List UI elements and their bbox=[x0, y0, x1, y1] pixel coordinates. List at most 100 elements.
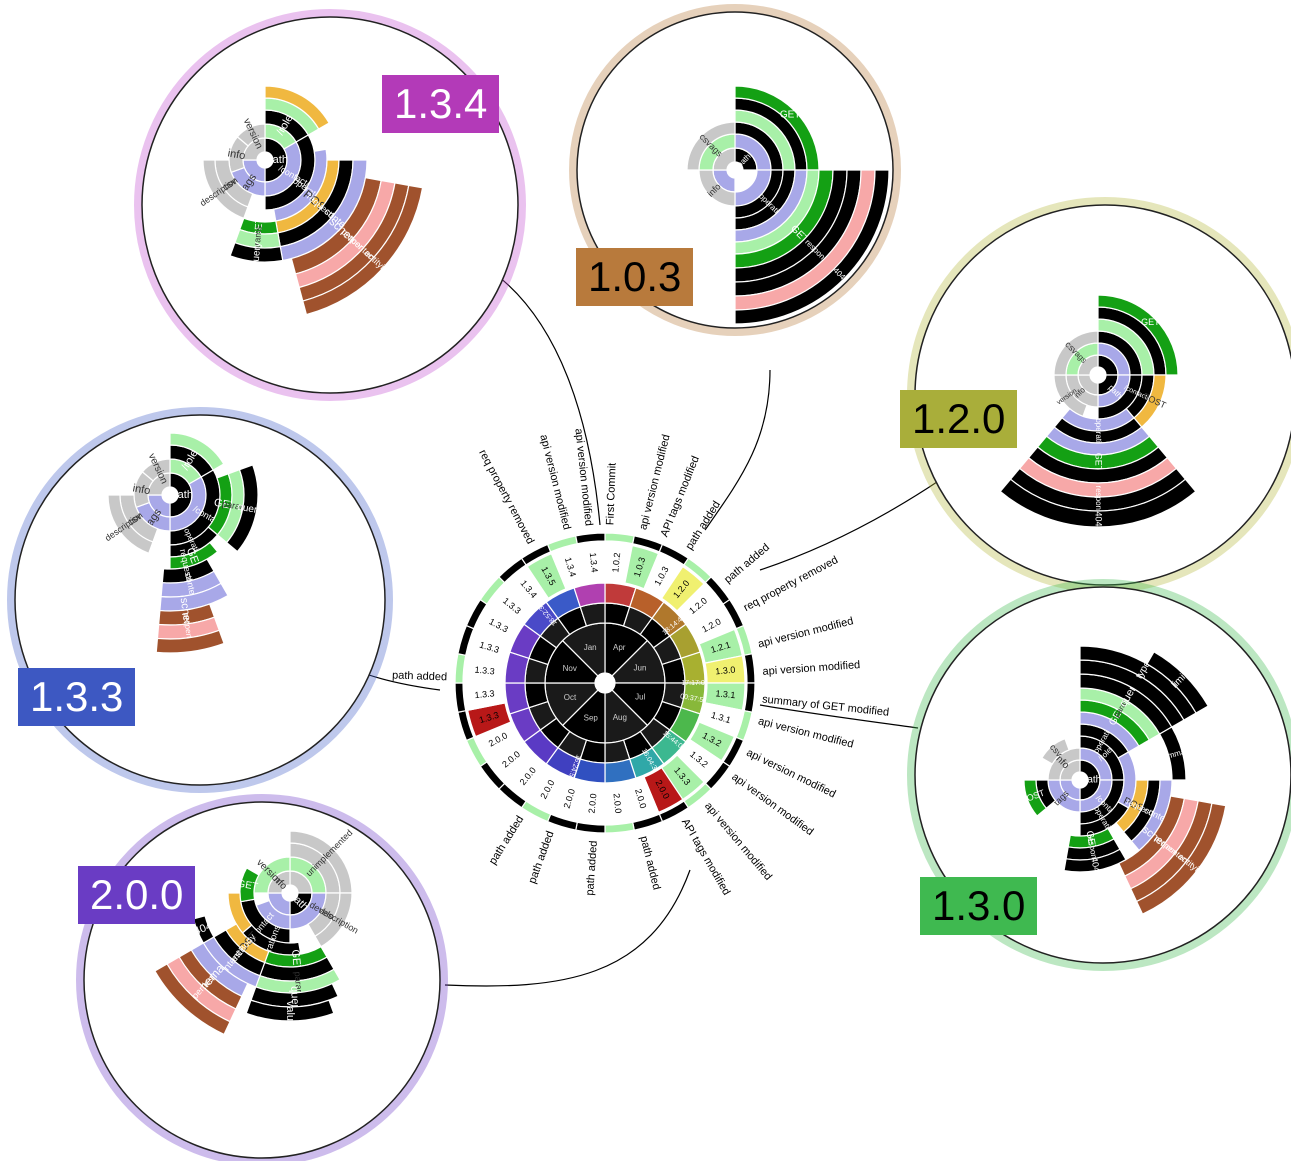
connector-line bbox=[759, 704, 919, 729]
timeline-wheel[interactable]: AprJunJulAugSepOctNovJan18:14:4217:17:00… bbox=[454, 532, 756, 834]
segment-label: query bbox=[250, 242, 263, 268]
segment-label: operations bbox=[1094, 418, 1103, 455]
version-label-1-2-0[interactable]: 1.2.0 bbox=[900, 390, 1018, 448]
event-label: api version modified bbox=[537, 433, 572, 531]
version-label-1-3-0[interactable]: 1.3.0 bbox=[920, 877, 1038, 935]
connector-line bbox=[489, 269, 601, 526]
sunburst-segment[interactable] bbox=[192, 915, 215, 944]
event-label: path added bbox=[637, 835, 662, 891]
sunburst-segment[interactable] bbox=[239, 867, 260, 903]
event-tick[interactable] bbox=[454, 682, 467, 713]
snapshot-glow bbox=[134, 9, 526, 401]
event-label: path added bbox=[392, 669, 447, 683]
sunburst-segment[interactable] bbox=[229, 241, 284, 263]
event-tick[interactable] bbox=[575, 821, 606, 834]
sunburst-2-0-0[interactable]: pathsinfoversiondeveloper/contactGETunim… bbox=[154, 828, 360, 1036]
time-segment[interactable] bbox=[573, 582, 606, 608]
sunburst-segment[interactable] bbox=[264, 85, 330, 130]
event-tick[interactable] bbox=[604, 532, 635, 545]
sunburst-segment[interactable] bbox=[1146, 651, 1209, 714]
event-label: path added bbox=[684, 499, 723, 552]
segment-label: 2.0.0 bbox=[612, 793, 624, 814]
snapshot-glow bbox=[7, 407, 393, 793]
connector-line bbox=[444, 869, 691, 987]
time-segment[interactable] bbox=[504, 682, 530, 715]
event-tick[interactable] bbox=[604, 821, 635, 834]
sunburst-segment[interactable] bbox=[734, 169, 890, 325]
sunburst-segment[interactable] bbox=[1079, 645, 1197, 721]
sunburst-segment[interactable] bbox=[1041, 737, 1070, 765]
sunburst-1-3-4[interactable]: pathstagsinfoversion/roles/contact/sendc… bbox=[198, 85, 424, 316]
sunburst-segment[interactable] bbox=[155, 629, 225, 654]
sunburst-hole bbox=[1073, 773, 1087, 787]
segment-label: 1.3.3 bbox=[474, 688, 495, 700]
version-label-2-0-0[interactable]: 2.0.0 bbox=[78, 866, 196, 924]
sunburst-segment[interactable] bbox=[314, 892, 353, 948]
sunburst-segment[interactable] bbox=[227, 892, 253, 934]
version-label-1-3-3[interactable]: 1.3.3 bbox=[18, 668, 136, 726]
segment-label: GET bbox=[1141, 317, 1160, 327]
sunburst-1-0-3[interactable]: pathsinfotagscsvoperationsGETGETresponse… bbox=[686, 85, 890, 325]
connector-lines bbox=[354, 269, 941, 987]
sunburst-segment[interactable] bbox=[302, 184, 424, 316]
sunburst-segment[interactable] bbox=[1158, 726, 1187, 781]
sunburst-segment[interactable] bbox=[245, 999, 335, 1022]
segment-label: 1.0.2 bbox=[610, 552, 622, 573]
segment-label: 404 bbox=[1094, 511, 1104, 526]
event-tick[interactable] bbox=[743, 653, 756, 684]
segment-label: 1.3.3 bbox=[474, 665, 495, 677]
sunburst-segment[interactable] bbox=[1023, 779, 1048, 817]
event-label: path added bbox=[722, 541, 772, 586]
segment-label: 1.3.0 bbox=[715, 665, 736, 677]
segment-label: 404 bbox=[1089, 856, 1101, 873]
version-segment[interactable] bbox=[576, 542, 606, 584]
connector-line bbox=[704, 369, 771, 531]
segment-label: Jan bbox=[584, 643, 597, 652]
sunburst-segment[interactable] bbox=[154, 963, 231, 1036]
event-label: path added bbox=[487, 814, 526, 867]
sunburst-hole bbox=[258, 153, 272, 167]
segment-label: 1.3.4 bbox=[588, 552, 600, 573]
segment-label: Jul bbox=[635, 692, 645, 701]
sunburst-hole bbox=[1091, 368, 1105, 382]
time-segment[interactable] bbox=[680, 651, 706, 684]
sunburst-hole bbox=[283, 886, 297, 900]
segment-label: Apr bbox=[613, 643, 626, 652]
time-segment[interactable] bbox=[604, 758, 637, 784]
sunburst-hole bbox=[163, 488, 177, 502]
sunburst-segment[interactable] bbox=[107, 494, 154, 555]
sunburst-segment[interactable] bbox=[1097, 294, 1179, 376]
event-tick[interactable] bbox=[575, 532, 606, 545]
event-label: api version modified bbox=[762, 659, 860, 678]
segment-label: GET bbox=[237, 878, 259, 892]
segment-label: responses bbox=[1094, 486, 1103, 523]
segment-label: value bbox=[284, 1001, 296, 1027]
event-tick[interactable] bbox=[454, 653, 467, 684]
event-label: path added bbox=[526, 829, 556, 885]
sunburst-hole bbox=[728, 163, 742, 177]
segment-label: GET bbox=[1094, 453, 1104, 472]
segment-label: Nov bbox=[563, 664, 577, 673]
sunburst-segment[interactable] bbox=[169, 432, 225, 471]
segment-label: query bbox=[236, 502, 263, 517]
version-label-1-0-3[interactable]: 1.0.3 bbox=[576, 248, 694, 306]
event-label: req property removed bbox=[476, 448, 536, 546]
sunburst-segment[interactable] bbox=[202, 159, 249, 220]
segment-label: 17:17:00 bbox=[681, 680, 708, 687]
sunburst-segment[interactable] bbox=[225, 464, 259, 553]
segment-label: Sep bbox=[584, 713, 599, 722]
sunburst-segment[interactable] bbox=[1135, 802, 1227, 915]
segment-label: Jun bbox=[634, 663, 647, 672]
segment-label: 00:37:57 bbox=[680, 693, 708, 705]
sunburst-segment[interactable] bbox=[999, 478, 1197, 528]
sunburst-1-2-0[interactable]: pathsinfotagsversioncsv/contact/sendPOST… bbox=[999, 294, 1197, 528]
segment-label: Aug bbox=[613, 713, 627, 722]
event-tick[interactable] bbox=[743, 682, 756, 713]
event-label: api version modified bbox=[757, 715, 855, 750]
segment-label: info bbox=[132, 482, 152, 497]
sunburst-segment[interactable] bbox=[1063, 848, 1127, 873]
snapshot-glow bbox=[569, 4, 901, 336]
version-label-1-3-4[interactable]: 1.3.4 bbox=[382, 75, 500, 133]
